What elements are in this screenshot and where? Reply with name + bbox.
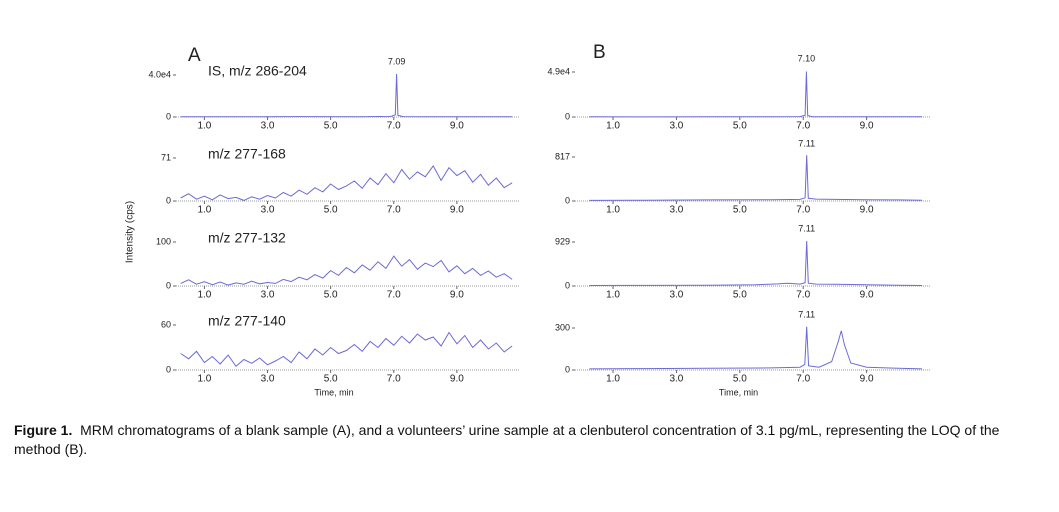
x-tick-label: 7.0 xyxy=(387,121,401,132)
trace-title: m/z 277-168 xyxy=(208,146,286,162)
x-tick-label: 3.0 xyxy=(261,205,275,216)
x-tick-label: 9.0 xyxy=(450,374,464,385)
x-tick-label: 1.0 xyxy=(197,374,211,385)
trace xyxy=(180,331,513,368)
y-tick-label: 0 xyxy=(565,364,570,374)
y-tick-label: 817 xyxy=(555,151,570,161)
x-tick-label: 7.0 xyxy=(796,205,810,216)
panel-label: B xyxy=(593,42,606,63)
panel-label: A xyxy=(188,45,201,66)
x-tick-label: 5.0 xyxy=(324,374,338,385)
y-tick-label: 300 xyxy=(555,322,570,332)
x-tick-label: 3.0 xyxy=(261,374,275,385)
x-tick-label: 3.0 xyxy=(669,290,683,301)
trace-title: m/z 277-140 xyxy=(208,313,286,329)
x-tick-label: 5.0 xyxy=(733,205,747,216)
trace-title: m/z 277-132 xyxy=(208,230,286,246)
x-axis-label: Time, min xyxy=(719,387,758,397)
caption-text: MRM chromatograms of a blank sample (A),… xyxy=(14,422,1000,457)
x-tick-label: 7.0 xyxy=(796,121,810,132)
x-tick-label: 5.0 xyxy=(324,290,338,301)
x-tick-label: 1.0 xyxy=(606,290,620,301)
x-tick-label: 1.0 xyxy=(197,121,211,132)
x-axis-label: Time, min xyxy=(314,387,353,397)
y-tick-label: 0 xyxy=(166,111,171,121)
peak-label: 7.09 xyxy=(388,56,406,66)
x-tick-label: 9.0 xyxy=(860,290,874,301)
x-tick-label: 7.0 xyxy=(387,290,401,301)
x-tick-label: 9.0 xyxy=(860,374,874,385)
caption-label: Figure 1. xyxy=(14,422,73,438)
x-tick-label: 5.0 xyxy=(733,121,747,132)
y-tick-label: 0 xyxy=(565,280,570,290)
x-tick-label: 9.0 xyxy=(450,205,464,216)
peak-label: 7.11 xyxy=(798,138,815,148)
x-tick-label: 3.0 xyxy=(261,121,275,132)
x-tick-label: 7.0 xyxy=(796,374,810,385)
y-tick-label: 71 xyxy=(161,152,171,162)
trace-title: IS, m/z 286-204 xyxy=(208,63,307,79)
figure: A B Intensity (cps) 1.0 3.0 5.0 7.0 9.0 0 4.0e… xyxy=(125,42,930,397)
trace xyxy=(589,240,923,286)
x-tick-label: 1.0 xyxy=(606,374,620,385)
y-tick-label: 0 xyxy=(565,111,570,121)
y-tick-label: 929 xyxy=(555,236,570,246)
x-tick-label: 3.0 xyxy=(669,374,683,385)
x-tick-label: 9.0 xyxy=(860,205,874,216)
x-tick-label: 5.0 xyxy=(324,121,338,132)
y-tick-label: 0 xyxy=(166,195,171,205)
x-tick-label: 1.0 xyxy=(197,290,211,301)
peak-label: 7.11 xyxy=(798,223,815,233)
x-tick-label: 7.0 xyxy=(796,290,810,301)
x-tick-label: 5.0 xyxy=(733,374,747,385)
y-tick-label: 60 xyxy=(161,319,171,329)
x-tick-label: 5.0 xyxy=(324,205,338,216)
peak-label: 7.10 xyxy=(798,53,816,63)
y-tick-label: 0 xyxy=(565,195,570,205)
y-tick-label: 0 xyxy=(166,364,171,374)
trace xyxy=(180,255,513,286)
x-tick-label: 7.0 xyxy=(387,374,401,385)
y-tick-label: 4.0e4 xyxy=(148,69,171,79)
y-tick-label: 100 xyxy=(156,236,171,246)
x-tick-label: 1.0 xyxy=(606,121,620,132)
x-tick-label: 3.0 xyxy=(669,205,683,216)
peak-label: 7.11 xyxy=(798,309,815,319)
x-tick-label: 3.0 xyxy=(669,121,683,132)
x-tick-label: 3.0 xyxy=(261,290,275,301)
trace xyxy=(180,73,513,118)
caption: Figure 1. MRM chromatograms of a blank s… xyxy=(14,421,1044,459)
x-tick-label: 9.0 xyxy=(860,121,874,132)
y-tick-label: 4.9e4 xyxy=(547,66,570,76)
x-tick-label: 1.0 xyxy=(606,205,620,216)
trace xyxy=(180,164,513,201)
x-tick-label: 7.0 xyxy=(387,205,401,216)
trace xyxy=(589,71,923,118)
x-tick-label: 5.0 xyxy=(733,290,747,301)
trace xyxy=(589,326,923,370)
x-tick-label: 9.0 xyxy=(450,121,464,132)
x-tick-label: 1.0 xyxy=(197,205,211,216)
trace xyxy=(589,155,923,201)
x-tick-label: 9.0 xyxy=(450,290,464,301)
y-axis-label: Intensity (cps) xyxy=(125,201,136,263)
y-tick-label: 0 xyxy=(166,280,171,290)
